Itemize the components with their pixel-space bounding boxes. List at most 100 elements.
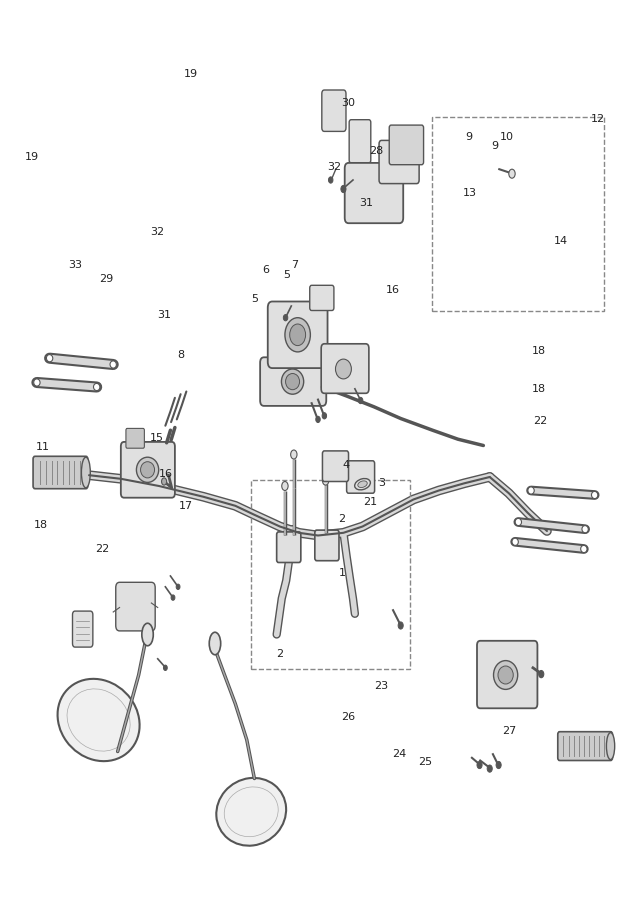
- Text: 19: 19: [25, 152, 39, 163]
- FancyBboxPatch shape: [121, 442, 175, 498]
- Text: 11: 11: [36, 442, 50, 453]
- Ellipse shape: [163, 665, 167, 670]
- Ellipse shape: [162, 478, 167, 485]
- Text: 16: 16: [386, 284, 400, 295]
- Text: 18: 18: [532, 383, 546, 394]
- Text: 5: 5: [251, 293, 258, 304]
- FancyBboxPatch shape: [322, 90, 346, 131]
- Ellipse shape: [539, 670, 544, 678]
- Text: 1: 1: [338, 568, 346, 579]
- FancyBboxPatch shape: [477, 641, 537, 708]
- Ellipse shape: [216, 778, 286, 846]
- Ellipse shape: [81, 457, 90, 488]
- Ellipse shape: [581, 545, 587, 553]
- Ellipse shape: [528, 487, 534, 494]
- Text: 26: 26: [342, 712, 356, 723]
- Ellipse shape: [512, 538, 518, 545]
- Ellipse shape: [494, 661, 518, 689]
- FancyBboxPatch shape: [33, 456, 88, 489]
- Ellipse shape: [477, 761, 482, 769]
- Text: 8: 8: [177, 350, 185, 361]
- Ellipse shape: [355, 479, 370, 490]
- Ellipse shape: [34, 379, 40, 386]
- Text: 2: 2: [276, 649, 284, 660]
- Text: 13: 13: [462, 188, 476, 199]
- Ellipse shape: [498, 666, 513, 684]
- Ellipse shape: [284, 314, 288, 320]
- Text: 18: 18: [34, 519, 48, 530]
- FancyBboxPatch shape: [322, 451, 349, 482]
- Bar: [251, 480, 410, 669]
- Ellipse shape: [509, 169, 515, 178]
- Text: 32: 32: [151, 227, 165, 238]
- Ellipse shape: [375, 199, 378, 204]
- FancyBboxPatch shape: [347, 461, 375, 493]
- Text: 3: 3: [378, 478, 385, 489]
- Ellipse shape: [110, 361, 116, 368]
- Text: 19: 19: [184, 68, 198, 79]
- Text: 5: 5: [282, 269, 290, 280]
- Ellipse shape: [591, 491, 598, 499]
- Text: 9: 9: [465, 131, 473, 142]
- Ellipse shape: [322, 476, 329, 485]
- FancyBboxPatch shape: [321, 344, 369, 393]
- Text: 9: 9: [491, 140, 499, 151]
- Ellipse shape: [290, 324, 306, 346]
- FancyBboxPatch shape: [345, 163, 403, 223]
- Text: 31: 31: [359, 197, 373, 208]
- Text: 4: 4: [342, 460, 350, 471]
- Ellipse shape: [398, 622, 403, 629]
- Ellipse shape: [606, 733, 614, 760]
- Text: 17: 17: [179, 500, 193, 511]
- Ellipse shape: [358, 481, 367, 488]
- Ellipse shape: [286, 374, 300, 390]
- FancyBboxPatch shape: [379, 140, 419, 184]
- Text: 14: 14: [554, 236, 568, 247]
- Ellipse shape: [582, 526, 588, 533]
- Ellipse shape: [341, 185, 346, 193]
- FancyBboxPatch shape: [558, 732, 612, 760]
- Text: 22: 22: [95, 544, 109, 554]
- Ellipse shape: [329, 176, 333, 184]
- Text: 29: 29: [99, 274, 113, 284]
- Text: 32: 32: [327, 161, 341, 172]
- FancyBboxPatch shape: [116, 582, 155, 631]
- Ellipse shape: [282, 369, 304, 394]
- Text: 25: 25: [418, 757, 432, 768]
- Ellipse shape: [336, 359, 351, 379]
- Text: 24: 24: [392, 749, 406, 760]
- Ellipse shape: [209, 632, 221, 655]
- Ellipse shape: [496, 761, 501, 769]
- Text: 2: 2: [338, 514, 346, 525]
- FancyBboxPatch shape: [73, 611, 93, 647]
- Ellipse shape: [322, 412, 327, 418]
- Text: 12: 12: [591, 113, 605, 124]
- Ellipse shape: [282, 482, 288, 490]
- FancyBboxPatch shape: [315, 530, 339, 561]
- FancyBboxPatch shape: [277, 532, 301, 562]
- Text: 18: 18: [532, 346, 546, 356]
- Ellipse shape: [141, 462, 155, 478]
- Ellipse shape: [93, 383, 100, 391]
- Text: 21: 21: [363, 497, 377, 508]
- Text: 31: 31: [157, 310, 171, 320]
- Ellipse shape: [176, 584, 180, 590]
- Text: 23: 23: [375, 680, 389, 691]
- Text: 10: 10: [500, 131, 514, 142]
- Text: 33: 33: [68, 260, 82, 271]
- Bar: [432, 117, 604, 310]
- Ellipse shape: [58, 679, 139, 761]
- Ellipse shape: [515, 518, 522, 526]
- Text: 30: 30: [341, 98, 355, 109]
- Ellipse shape: [137, 457, 159, 482]
- Ellipse shape: [46, 355, 53, 362]
- Text: 27: 27: [502, 725, 516, 736]
- FancyBboxPatch shape: [268, 302, 328, 368]
- FancyBboxPatch shape: [349, 120, 371, 163]
- FancyBboxPatch shape: [389, 125, 424, 165]
- Text: 28: 28: [370, 146, 384, 157]
- Text: 22: 22: [534, 416, 548, 427]
- Text: 16: 16: [158, 469, 172, 480]
- Ellipse shape: [291, 450, 297, 459]
- Ellipse shape: [142, 623, 153, 646]
